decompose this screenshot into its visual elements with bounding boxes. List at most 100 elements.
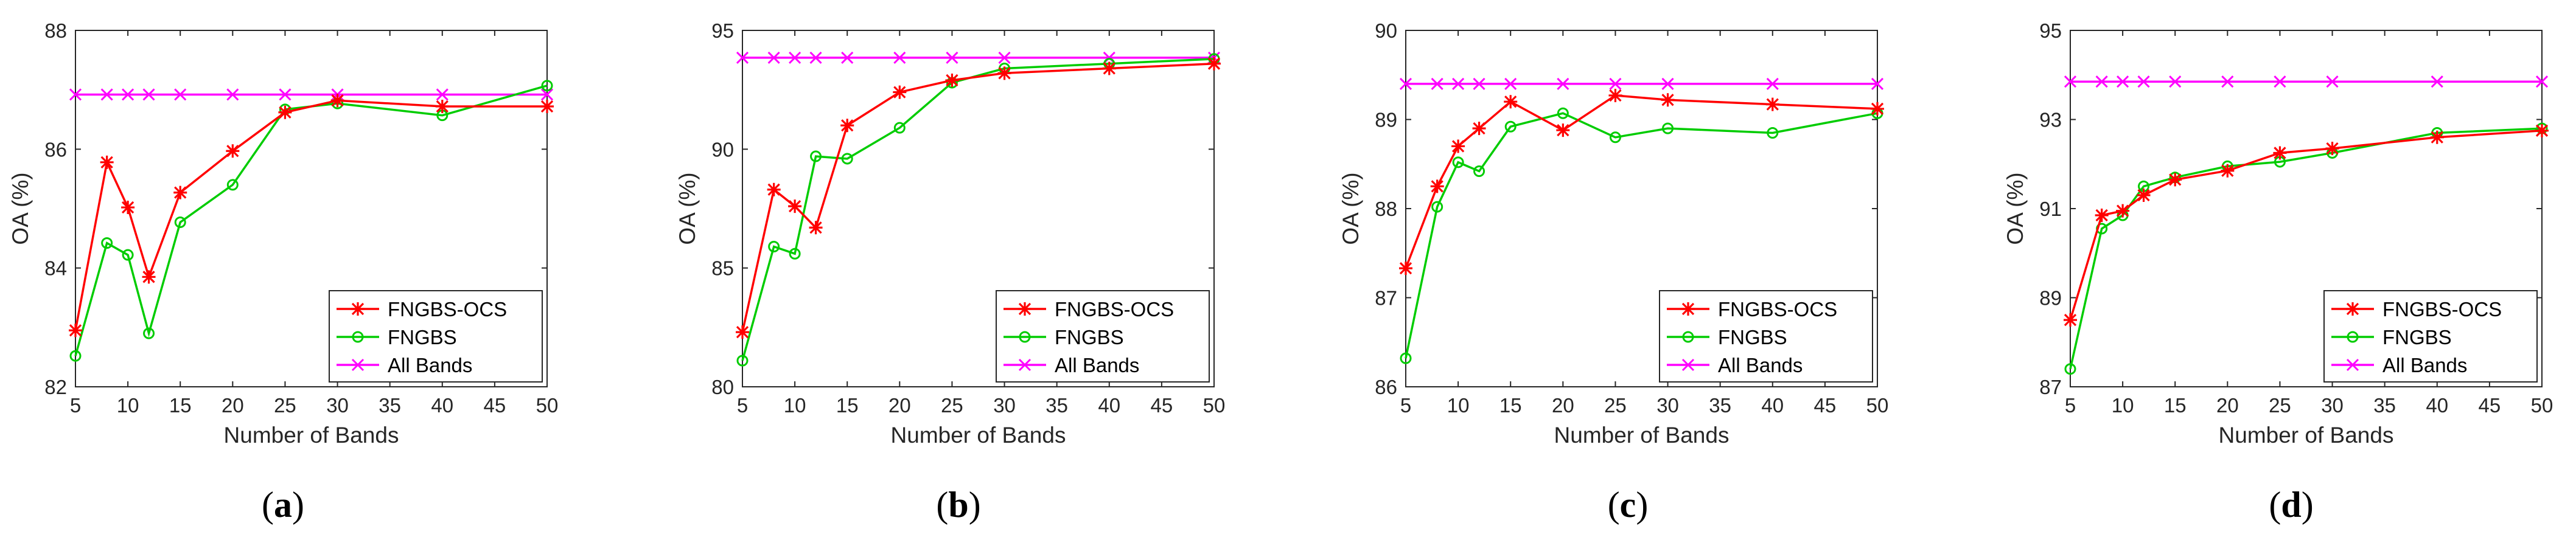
legend-entry: FNGBS bbox=[1055, 326, 1124, 348]
x-tick-label: 20 bbox=[888, 394, 911, 417]
data-point bbox=[946, 51, 958, 64]
data-point bbox=[1473, 165, 1485, 177]
panel-label: (c) bbox=[1608, 485, 1649, 525]
x-tick-label: 45 bbox=[1151, 394, 1173, 417]
x-tick-label: 30 bbox=[326, 394, 349, 417]
y-tick-label: 88 bbox=[44, 19, 67, 42]
x-tick-label: 30 bbox=[2321, 394, 2344, 417]
x-tick-label: 50 bbox=[1203, 394, 1226, 417]
data-point bbox=[100, 155, 114, 169]
data-point bbox=[810, 150, 822, 162]
data-point bbox=[330, 94, 344, 108]
data-point bbox=[1430, 179, 1444, 193]
x-tick-label: 45 bbox=[484, 394, 506, 417]
panel-label-letter: a bbox=[274, 485, 292, 525]
data-point bbox=[2169, 75, 2182, 88]
x-tick-label: 35 bbox=[379, 394, 401, 417]
data-point bbox=[1608, 88, 1622, 102]
x-tick-label: 40 bbox=[1761, 394, 1784, 417]
data-point bbox=[122, 249, 134, 261]
data-point bbox=[809, 221, 823, 235]
x-tick-label: 10 bbox=[784, 394, 806, 417]
x-tick-label: 40 bbox=[1098, 394, 1120, 417]
x-tick-label: 45 bbox=[1814, 394, 1837, 417]
data-point bbox=[1504, 120, 1517, 133]
x-axis-label: Number of Bands bbox=[891, 423, 1066, 448]
data-point bbox=[540, 88, 554, 101]
data-point bbox=[2117, 75, 2129, 88]
data-point bbox=[1472, 122, 1486, 136]
data-point bbox=[2137, 75, 2150, 88]
y-axis-label: OA (%) bbox=[675, 172, 700, 244]
x-tick-label: 5 bbox=[70, 394, 81, 417]
panel-label-paren: ) bbox=[969, 485, 981, 525]
legend-entry: FNGBS-OCS bbox=[388, 298, 507, 320]
x-tick-label: 10 bbox=[2112, 394, 2134, 417]
data-point bbox=[143, 327, 155, 339]
data-point bbox=[1765, 97, 1779, 111]
legend-marker bbox=[1681, 302, 1695, 316]
x-tick-label: 20 bbox=[2216, 394, 2239, 417]
data-point bbox=[945, 74, 959, 88]
legend-marker bbox=[1019, 331, 1031, 343]
chart-panel: 5 10 15 20 25 30 35 40 45 50 82 84 86 88 Number of Ban… bbox=[8, 19, 558, 525]
x-tick-label: 15 bbox=[169, 394, 192, 417]
data-point bbox=[767, 51, 780, 64]
data-point bbox=[809, 51, 822, 64]
data-point bbox=[893, 122, 906, 134]
legend-marker bbox=[2346, 302, 2359, 316]
data-point bbox=[1431, 77, 1443, 90]
data-point bbox=[1399, 262, 1412, 275]
data-point bbox=[226, 88, 239, 101]
x-tick-label: 15 bbox=[1499, 394, 1522, 417]
x-tick-label: 30 bbox=[1656, 394, 1679, 417]
data-point bbox=[997, 66, 1011, 80]
y-tick-label: 86 bbox=[44, 138, 67, 161]
data-point bbox=[2221, 75, 2234, 88]
panel-label-letter: b bbox=[948, 485, 968, 525]
data-point bbox=[2535, 123, 2549, 137]
series-line bbox=[2069, 130, 2543, 320]
data-point bbox=[1473, 77, 1485, 90]
data-point bbox=[789, 51, 801, 64]
data-point bbox=[1452, 156, 1464, 168]
data-point bbox=[226, 179, 239, 191]
y-tick-label: 89 bbox=[2039, 287, 2062, 310]
legend-entry: FNGBS bbox=[1718, 326, 1787, 348]
y-tick-label: 91 bbox=[2039, 198, 2062, 220]
y-tick-label: 95 bbox=[711, 19, 734, 42]
x-tick-label: 25 bbox=[1604, 394, 1627, 417]
data-point bbox=[841, 51, 854, 64]
x-tick-label: 15 bbox=[836, 394, 859, 417]
y-tick-label: 87 bbox=[2039, 376, 2062, 398]
x-tick-label: 35 bbox=[1709, 394, 1731, 417]
chart-panel: 5 10 15 20 25 30 35 40 45 50 86 87 88 89 90 Number of B… bbox=[1338, 19, 1888, 525]
x-tick-label: 25 bbox=[274, 394, 296, 417]
chart-panel: 5 10 15 20 25 30 35 40 45 50 80 85 90 95 Number of Ban… bbox=[675, 19, 1225, 525]
data-point bbox=[174, 88, 187, 101]
legend-marker bbox=[2347, 331, 2359, 343]
data-point bbox=[1609, 131, 1621, 144]
panel-label-paren: ( bbox=[1608, 485, 1620, 525]
data-point bbox=[768, 241, 780, 253]
data-point bbox=[2095, 208, 2109, 222]
x-tick-label: 15 bbox=[2164, 394, 2187, 417]
y-tick-label: 93 bbox=[2039, 109, 2062, 131]
data-point bbox=[69, 88, 82, 101]
data-point bbox=[2326, 75, 2339, 88]
series-line bbox=[74, 99, 547, 331]
panel-label-letter: d bbox=[2281, 485, 2301, 525]
legend-entry: All Bands bbox=[388, 354, 472, 376]
data-point bbox=[1504, 95, 1518, 109]
panel-label-letter: c bbox=[1620, 485, 1636, 525]
data-point bbox=[142, 88, 155, 101]
x-tick-label: 5 bbox=[1400, 394, 1411, 417]
x-tick-label: 35 bbox=[2373, 394, 2396, 417]
data-point bbox=[2064, 363, 2076, 375]
panel-label-paren: ) bbox=[292, 485, 304, 525]
data-point bbox=[1102, 61, 1116, 75]
x-tick-label: 35 bbox=[1045, 394, 1068, 417]
data-point bbox=[1207, 57, 1221, 71]
data-point bbox=[541, 80, 553, 92]
